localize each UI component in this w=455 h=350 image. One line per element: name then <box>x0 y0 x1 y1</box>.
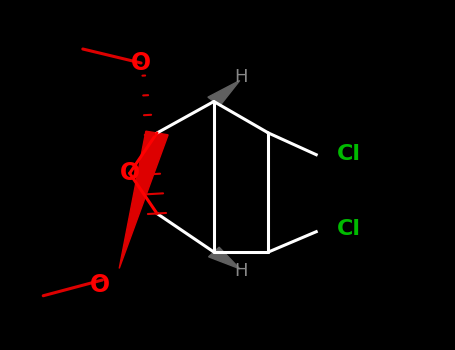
Text: O: O <box>90 273 110 297</box>
Text: O: O <box>120 161 140 185</box>
Polygon shape <box>208 80 240 106</box>
Text: H: H <box>234 68 248 86</box>
Text: Cl: Cl <box>337 219 361 239</box>
Text: Cl: Cl <box>337 144 361 164</box>
Polygon shape <box>119 131 168 268</box>
Polygon shape <box>208 247 240 269</box>
Text: O: O <box>131 51 151 75</box>
Text: H: H <box>234 262 248 280</box>
